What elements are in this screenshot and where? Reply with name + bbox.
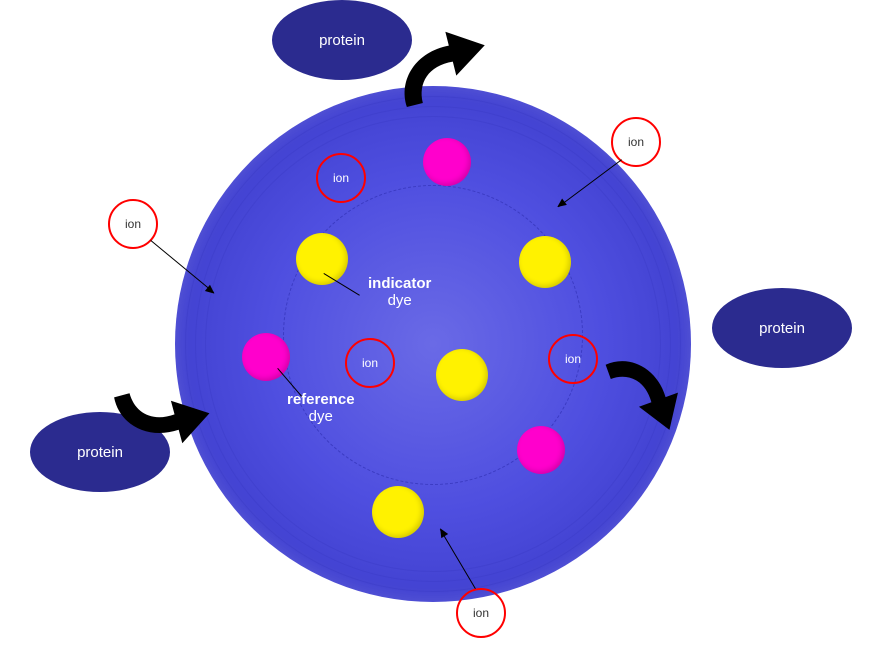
ion-circle: ion (611, 117, 661, 167)
indicator-word: indicator (368, 275, 431, 292)
reference-word2: dye (309, 408, 333, 425)
protein-label: protein (319, 32, 365, 49)
ion-label: ion (565, 352, 581, 366)
ion-circle: ion (345, 338, 395, 388)
reference-word: reference (287, 391, 355, 408)
ion-label: ion (473, 606, 489, 620)
ion-label: ion (628, 135, 644, 149)
reference-dye-dot (423, 138, 471, 186)
protein-label: protein (759, 320, 805, 337)
diagram-stage: proteinproteinprotein ionionionionionion… (0, 0, 873, 651)
indicator-dye-label: indicator dye (368, 275, 431, 310)
ion-circle: ion (456, 588, 506, 638)
reference-dye-label: reference dye (287, 391, 355, 426)
reference-dye-dot (517, 426, 565, 474)
protein-ellipse: protein (712, 288, 852, 368)
ion-circle: ion (548, 334, 598, 384)
ion-label: ion (362, 356, 378, 370)
ion-circle: ion (316, 153, 366, 203)
indicator-dye-dot (296, 233, 348, 285)
ion-label: ion (333, 171, 349, 185)
ion-label: ion (125, 217, 141, 231)
indicator-dye-dot (519, 236, 571, 288)
indicator-dye-dot (436, 349, 488, 401)
indicator-dye-dot (372, 486, 424, 538)
indicator-word2: dye (388, 292, 412, 309)
